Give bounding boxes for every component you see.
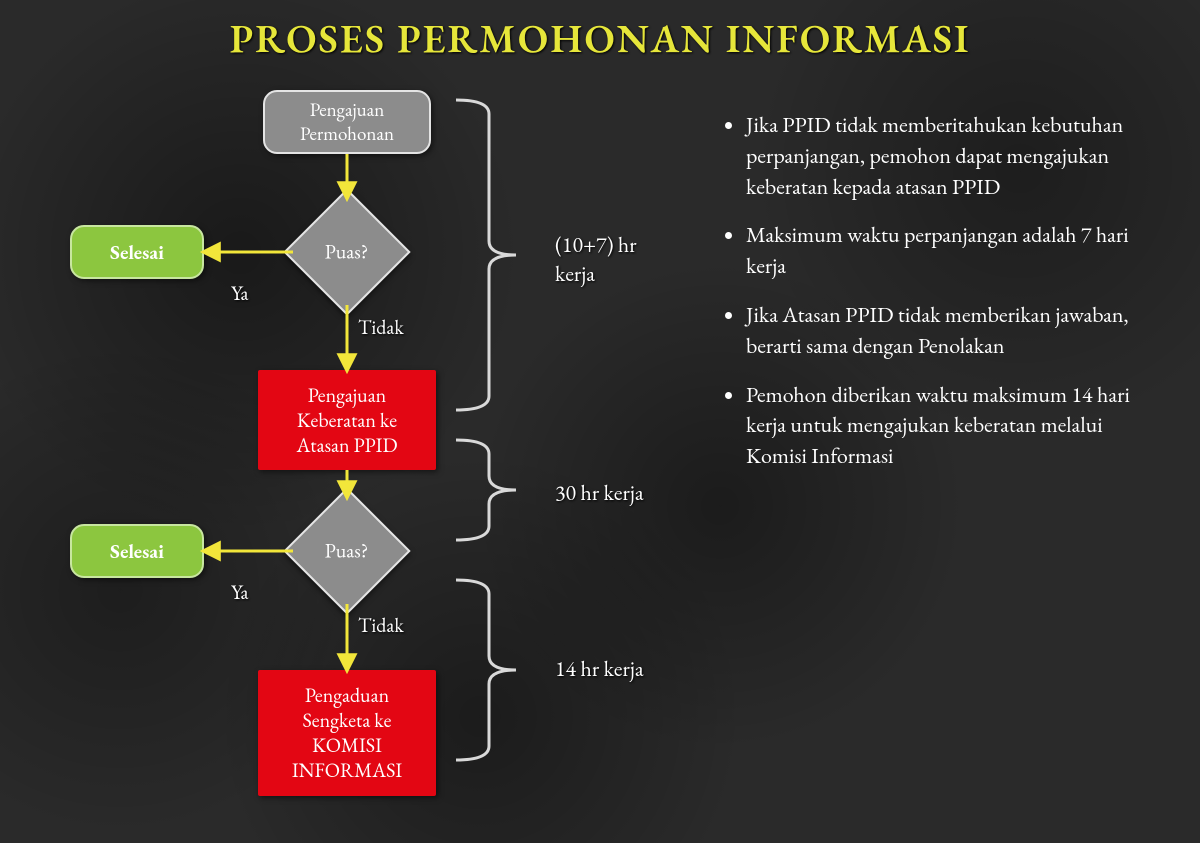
label-tidak-1: Tidak xyxy=(358,314,404,340)
node-selesai-2: Selesai xyxy=(70,524,204,578)
page-title: PROSES PERMOHONAN INFORMASI xyxy=(0,12,1200,64)
bullet-list: Jika PPID tidak memberitahukan kebutuhan… xyxy=(720,110,1160,490)
label-brace-3: 14 hr kerja xyxy=(555,654,644,683)
label-brace-1: (10+7) hrkerja xyxy=(555,230,637,288)
bullet-item: Jika Atasan PPID tidak memberikan jawaba… xyxy=(746,300,1160,362)
node-decision-1: Puas? xyxy=(283,188,410,315)
label-brace-2: 30 hr kerja xyxy=(555,478,644,507)
label-ya-2: Ya xyxy=(231,579,249,605)
node-selesai-1: Selesai xyxy=(70,225,204,279)
node-label: PengaduanSengketa keKOMISIINFORMASI xyxy=(292,683,402,783)
node-label: Puas? xyxy=(325,239,369,264)
node-label: PengajuanKeberatan keAtasan PPID xyxy=(296,383,397,458)
bullet-item: Jika PPID tidak memberitahukan kebutuhan… xyxy=(746,110,1160,202)
node-label: Puas? xyxy=(325,538,369,563)
label-tidak-2: Tidak xyxy=(358,612,404,638)
node-pengaduan: PengaduanSengketa keKOMISIINFORMASI xyxy=(258,670,436,796)
bullet-item: Pemohon diberikan waktu maksimum 14 hari… xyxy=(746,380,1160,472)
node-label: Selesai xyxy=(110,240,164,265)
node-label: PengajuanPermohonan xyxy=(300,98,394,146)
bullet-item: Maksimum waktu perpanjangan adalah 7 har… xyxy=(746,220,1160,282)
node-start: PengajuanPermohonan xyxy=(263,90,431,154)
label-ya-1: Ya xyxy=(231,280,249,306)
node-decision-2: Puas? xyxy=(283,487,410,614)
node-label: Selesai xyxy=(110,539,164,564)
node-keberatan: PengajuanKeberatan keAtasan PPID xyxy=(258,370,436,470)
